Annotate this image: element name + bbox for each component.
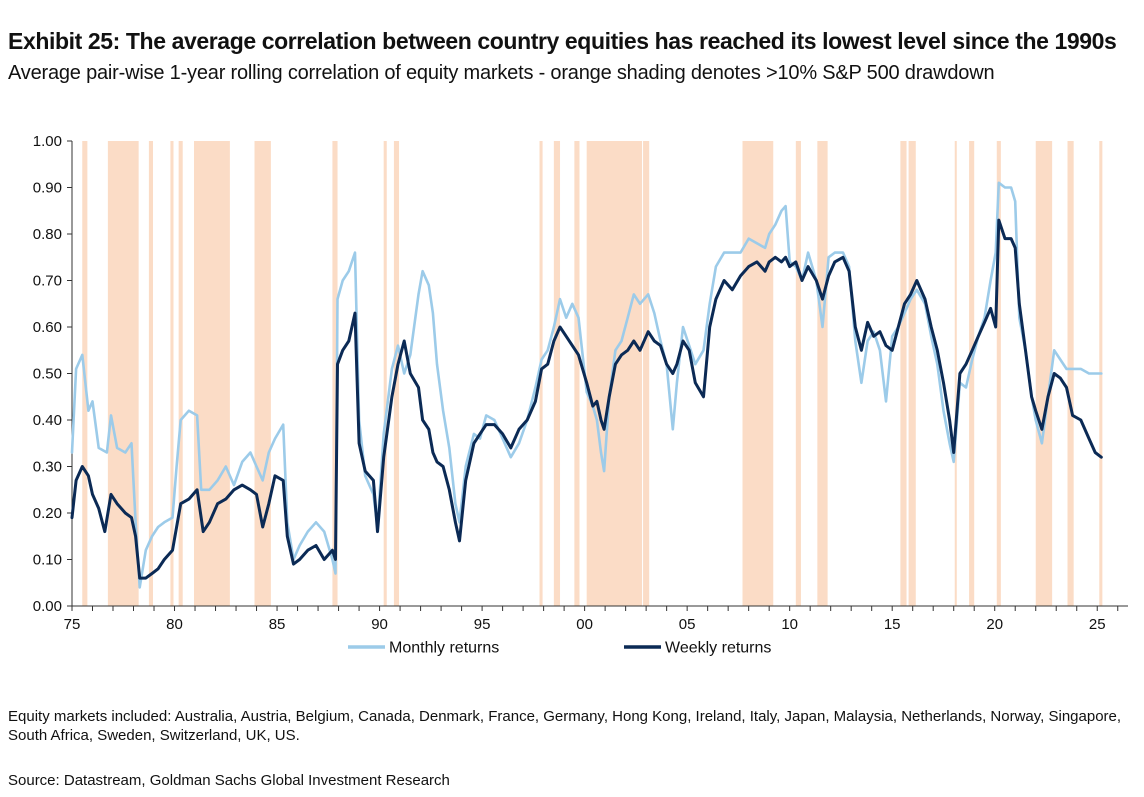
drawdown-band-14 [643, 141, 650, 606]
drawdown-band-12 [574, 141, 580, 606]
y-tick-label: 0.20 [33, 505, 62, 522]
drawdown-band-1 [107, 141, 139, 606]
y-tick-label: 1.00 [33, 133, 62, 150]
y-tick-label: 0.00 [33, 598, 62, 615]
x-tick-label: 05 [679, 616, 696, 633]
drawdown-band-19 [908, 141, 916, 606]
x-tick-label: 15 [884, 616, 901, 633]
legend-label: Monthly returns [389, 640, 499, 657]
drawdown-band-23 [1035, 141, 1053, 606]
drawdown-band-18 [900, 141, 907, 606]
x-tick-label: 10 [781, 616, 798, 633]
drawdown-band-24 [1067, 141, 1074, 606]
y-tick-label: 0.90 [33, 180, 62, 197]
x-tick-label: 20 [986, 616, 1003, 633]
y-tick-label: 0.60 [33, 319, 62, 336]
drawdown-band-8 [383, 141, 387, 606]
series-lines [70, 181, 1103, 589]
series-line-weekly-returns [70, 218, 1103, 580]
drawdown-band-20 [954, 141, 957, 606]
x-tick-label: 90 [371, 616, 388, 633]
y-tick-label: 0.10 [33, 552, 62, 569]
chart-axes: 0.00 0.10 0.20 0.30 0.40 0.50 0.60 0.70 0.80 0.90… [33, 133, 1128, 633]
series-line-monthly-returns [70, 181, 1103, 589]
footnote-markets: Equity markets included: Australia, Aust… [8, 708, 1122, 744]
drawdown-band-16 [795, 141, 801, 606]
drawdown-band-6 [254, 141, 271, 606]
correlation-chart: 0.00 0.10 0.20 0.30 0.40 0.50 0.60 0.70 0.80 0.90… [33, 133, 1128, 657]
drawdown-band-15 [742, 141, 774, 606]
y-tick-label: 0.30 [33, 459, 62, 476]
legend-label: Weekly returns [665, 640, 771, 657]
drawdown-band-2 [148, 141, 153, 606]
drawdown-shading-layer [82, 141, 1103, 606]
x-tick-label: 80 [166, 616, 183, 633]
x-tick-label: 25 [1089, 616, 1106, 633]
drawdown-band-5 [194, 141, 230, 606]
y-tick-label: 0.80 [33, 226, 62, 243]
drawdown-band-21 [969, 141, 975, 606]
drawdown-band-17 [817, 141, 828, 606]
drawdown-band-7 [332, 141, 338, 606]
y-tick-label: 0.50 [33, 366, 62, 383]
x-tick-label: 95 [474, 616, 491, 633]
drawdown-band-11 [553, 141, 561, 606]
chart-legend: Monthly returns Weekly returns [348, 640, 771, 657]
x-tick-label: 00 [576, 616, 593, 633]
chart-subtitle: Average pair-wise 1-year rolling correla… [8, 62, 995, 84]
x-tick-label: 75 [64, 616, 81, 633]
drawdown-band-22 [996, 141, 1001, 606]
source-note: Source: Datastream, Goldman Sachs Global… [8, 772, 450, 789]
y-tick-label: 0.40 [33, 412, 62, 429]
x-tick-label: 85 [269, 616, 286, 633]
drawdown-band-4 [178, 141, 183, 606]
chart-title: Exhibit 25: The average correlation betw… [8, 28, 1117, 54]
y-tick-label: 0.70 [33, 273, 62, 290]
drawdown-band-3 [170, 141, 174, 606]
